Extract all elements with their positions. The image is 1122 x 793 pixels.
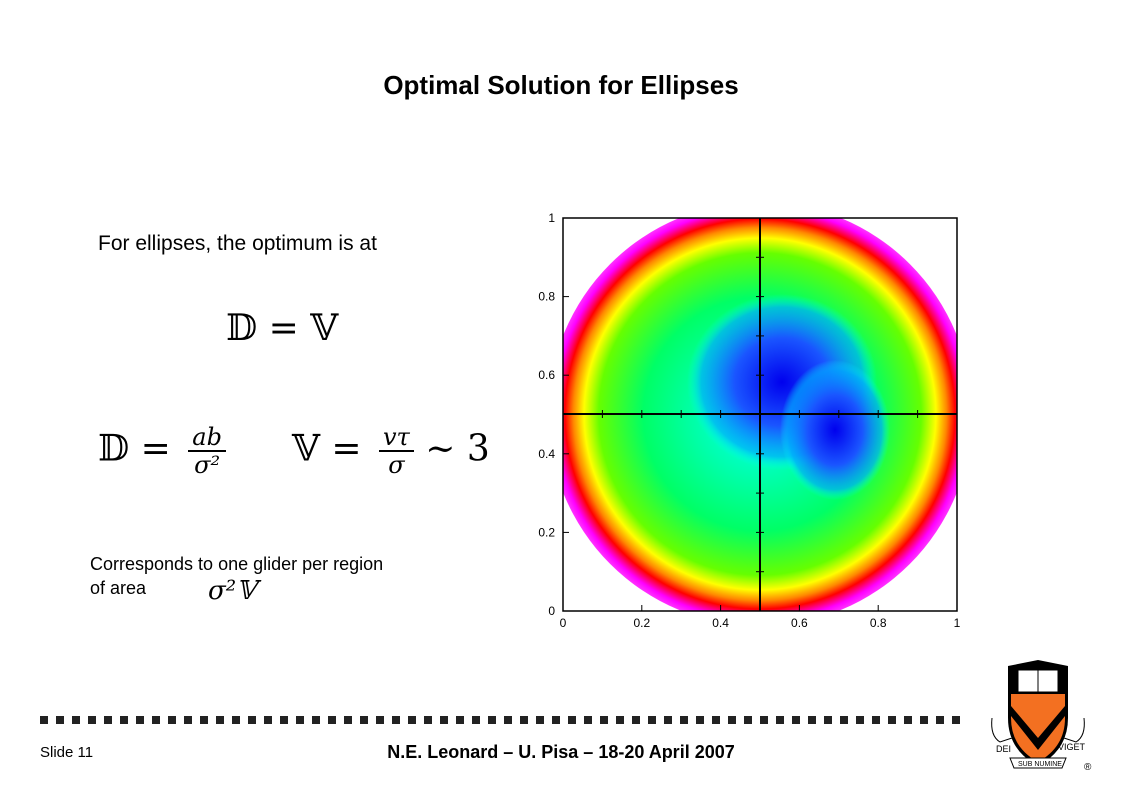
left-ribbon (991, 717, 1013, 743)
x-tick-label: 0 (560, 616, 567, 630)
equation-v-lhs: 𝕍 = (292, 428, 362, 470)
y-tick-label: 0.4 (538, 447, 555, 461)
contour-plot: 0 0.2 0.4 0.6 0.8 1 0 0.2 0.4 0.6 0.8 1 (538, 211, 961, 630)
y-tick-label: 0 (548, 604, 555, 618)
right-ribbon (1063, 717, 1085, 743)
equation-v-denominator: σ (388, 451, 405, 480)
motto-ribbon (1009, 757, 1067, 769)
equation-d-numerator: ab (188, 424, 226, 453)
crest-top-text: DEI (996, 744, 1011, 754)
y-tick-label: 0.8 (538, 290, 555, 304)
corresponds-text: Corresponds to one glider per region of … (90, 552, 383, 600)
x-tick-label: 0.8 (870, 616, 887, 630)
y-tick-label: 0.6 (538, 368, 555, 382)
divider-dots (40, 716, 962, 724)
crest-right-text: VIGET (1058, 742, 1086, 752)
shield-field (1011, 694, 1065, 762)
y-tick-label: 1 (548, 211, 555, 225)
equation-d-fraction: ab σ² (188, 424, 226, 479)
equation-d-equals-v: 𝔻 = 𝕍 (226, 308, 339, 349)
equation-v-definition: 𝕍 = vτ σ ∼ 3 (292, 424, 490, 479)
intro-text: For ellipses, the optimum is at (98, 232, 377, 255)
corresponds-line-2: of area (90, 578, 147, 598)
x-tick-label: 1 (954, 616, 961, 630)
tick-marks (562, 217, 958, 612)
corresponds-line-1: Corresponds to one glider per region (90, 554, 384, 574)
equation-v-fraction: vτ σ (379, 424, 414, 479)
blue-region-lower (780, 360, 890, 500)
equation-d-lhs: 𝔻 = (98, 428, 171, 470)
x-tick-labels: 0 0.2 0.4 0.6 0.8 1 (560, 616, 961, 630)
y-tick-label: 0.2 (538, 525, 555, 539)
equation-v-rhs: ∼ 3 (425, 428, 490, 470)
footer-text: N.E. Leonard – U. Pisa – 18-20 April 200… (387, 742, 735, 762)
equation-d-definition: 𝔻 = ab σ² (98, 424, 226, 479)
shield-chevron (1011, 706, 1065, 750)
slide-title: Optimal Solution for Ellipses (383, 70, 739, 100)
crest-motto: SUB NUMINE (1018, 761, 1062, 768)
princeton-crest-logo: DEI VIGET SUB NUMINE ® (991, 660, 1092, 773)
equation-v-numerator: vτ (379, 424, 414, 453)
x-tick-label: 0.2 (633, 616, 650, 630)
x-tick-label: 0.4 (712, 616, 729, 630)
x-tick-label: 0.6 (791, 616, 808, 630)
equation-d-denominator: σ² (194, 451, 221, 480)
y-tick-labels: 0 0.2 0.4 0.6 0.8 1 (538, 211, 555, 618)
slide-number: Slide 11 (40, 744, 94, 761)
area-symbol: σ²𝕍 (208, 576, 257, 606)
registered-mark: ® (1084, 762, 1092, 773)
